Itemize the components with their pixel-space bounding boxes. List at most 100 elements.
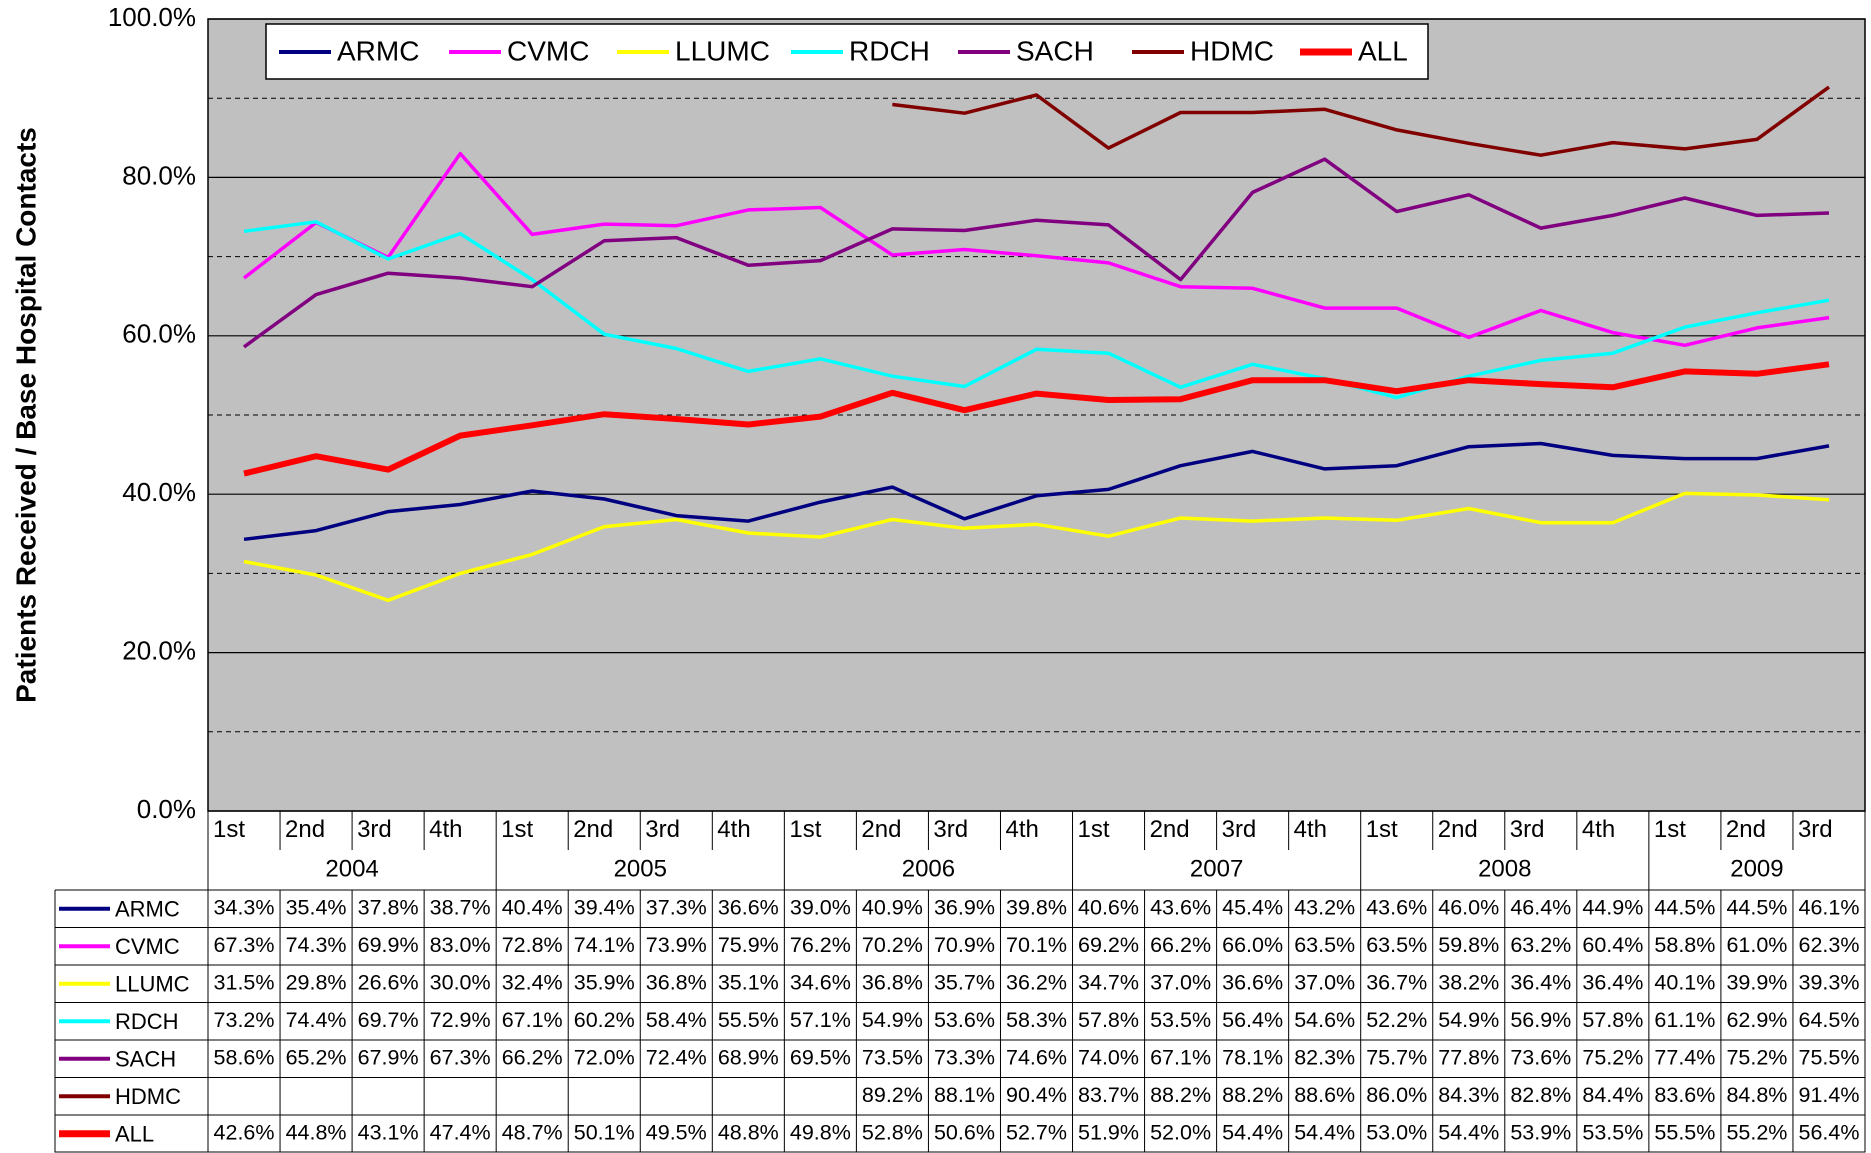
x-tick-label: 4th [429, 816, 462, 843]
series-line [243, 361, 1830, 477]
x-tick-label: 3rd [1222, 816, 1257, 843]
table-row-label: RDCH [115, 1009, 179, 1034]
table-cell: 66.2% [502, 1045, 563, 1069]
table-cell: 59.8% [1438, 933, 1499, 957]
table-cell: 36.6% [718, 895, 779, 919]
table-cell: 42.6% [214, 1120, 275, 1144]
table-cell: 39.0% [790, 895, 851, 919]
table-cell: 57.1% [790, 1008, 851, 1032]
table-cell: 54.4% [1222, 1120, 1283, 1144]
y-tick-label: 80.0% [122, 160, 196, 190]
table-cell: 64.5% [1798, 1008, 1859, 1032]
table-cell: 76.2% [790, 933, 851, 957]
table-cell: 66.2% [1150, 933, 1211, 957]
table-cell: 34.6% [790, 970, 851, 994]
table-cell: 38.2% [1438, 970, 1499, 994]
table-row-label: SACH [115, 1047, 176, 1072]
x-tick-label: 3rd [1510, 816, 1545, 843]
table-cell: 73.9% [646, 933, 707, 957]
table-cell: 78.1% [1222, 1045, 1283, 1069]
table-cell: 52.8% [862, 1120, 923, 1144]
table-cell: 67.9% [358, 1045, 419, 1069]
table-cell: 34.3% [214, 895, 275, 919]
table-cell: 52.2% [1366, 1008, 1427, 1032]
table-cell: 58.6% [214, 1045, 275, 1069]
y-tick-label: 20.0% [122, 635, 196, 665]
table-cell: 75.2% [1582, 1045, 1643, 1069]
table-cell: 40.9% [862, 895, 923, 919]
table-cell: 53.6% [934, 1008, 995, 1032]
table-cell: 57.8% [1078, 1008, 1139, 1032]
table-cell: 37.0% [1294, 970, 1355, 994]
legend-label: LLUMC [675, 35, 770, 66]
table-cell: 83.0% [430, 933, 491, 957]
x-tick-label: 4th [1294, 816, 1327, 843]
x-tick-label: 2nd [1726, 816, 1766, 843]
table-cell: 44.8% [286, 1120, 347, 1144]
table-cell: 69.9% [358, 933, 419, 957]
table-cell: 62.9% [1726, 1008, 1787, 1032]
table-cell: 60.2% [574, 1008, 635, 1032]
x-tick-label: 2nd [861, 816, 901, 843]
x-tick-label: 1st [213, 816, 245, 843]
table-cell: 49.5% [646, 1120, 707, 1144]
table-cell: 88.2% [1222, 1083, 1283, 1107]
legend-label: RDCH [849, 35, 930, 66]
x-tick-label: 1st [1654, 816, 1686, 843]
table-cell: 57.8% [1582, 1008, 1643, 1032]
x-tick-label: 3rd [1798, 816, 1833, 843]
table-cell: 47.4% [430, 1120, 491, 1144]
table-cell: 75.7% [1366, 1045, 1427, 1069]
table-cell: 89.2% [862, 1083, 923, 1107]
table-cell: 39.3% [1798, 970, 1859, 994]
table-cell: 54.9% [1438, 1008, 1499, 1032]
table-cell: 74.0% [1078, 1045, 1139, 1069]
table-row-label: CVMC [115, 934, 180, 959]
series-line [242, 157, 1830, 349]
table-cell: 54.9% [862, 1008, 923, 1032]
table-cell: 82.8% [1510, 1083, 1571, 1107]
table-cell: 52.0% [1150, 1120, 1211, 1144]
table-cell: 69.5% [790, 1045, 851, 1069]
table-cell: 48.8% [718, 1120, 779, 1144]
table-cell: 74.6% [1006, 1045, 1067, 1069]
x-tick-label: 4th [717, 816, 750, 843]
table-cell: 46.4% [1510, 895, 1571, 919]
x-tick-label: 4th [1582, 816, 1615, 843]
table-cell: 54.6% [1294, 1008, 1355, 1032]
table-cell: 70.1% [1006, 933, 1067, 957]
series-line [892, 85, 1831, 157]
table-cell: 44.9% [1582, 895, 1643, 919]
table-cell: 35.7% [934, 970, 995, 994]
table-cell: 38.7% [430, 895, 491, 919]
table-cell: 75.2% [1726, 1045, 1787, 1069]
table-cell: 63.5% [1294, 933, 1355, 957]
table-row-label: ALL [115, 1122, 154, 1147]
year-label: 2007 [1190, 855, 1243, 882]
x-tick-label: 3rd [357, 816, 392, 843]
table-cell: 67.3% [214, 933, 275, 957]
table-cell: 53.9% [1510, 1120, 1571, 1144]
table-cell: 46.0% [1438, 895, 1499, 919]
table-cell: 53.0% [1366, 1120, 1427, 1144]
year-label: 2004 [325, 855, 378, 882]
year-label: 2009 [1730, 855, 1783, 882]
table-cell: 61.1% [1654, 1008, 1715, 1032]
year-label: 2005 [614, 855, 667, 882]
table-cell: 73.5% [862, 1045, 923, 1069]
table-cell: 39.9% [1726, 970, 1787, 994]
table-cell: 88.1% [934, 1083, 995, 1107]
table-cell: 56.4% [1222, 1008, 1283, 1032]
table-cell: 44.5% [1654, 895, 1715, 919]
table-cell: 65.2% [286, 1045, 347, 1069]
table-cell: 90.4% [1006, 1083, 1067, 1107]
table-cell: 48.7% [502, 1120, 563, 1144]
table-cell: 35.4% [286, 895, 347, 919]
table-cell: 51.9% [1078, 1120, 1139, 1144]
table-cell: 40.6% [1078, 895, 1139, 919]
legend-label: ARMC [337, 35, 419, 66]
table-cell: 67.1% [502, 1008, 563, 1032]
table-cell: 43.2% [1294, 895, 1355, 919]
table-cell: 91.4% [1798, 1083, 1859, 1107]
